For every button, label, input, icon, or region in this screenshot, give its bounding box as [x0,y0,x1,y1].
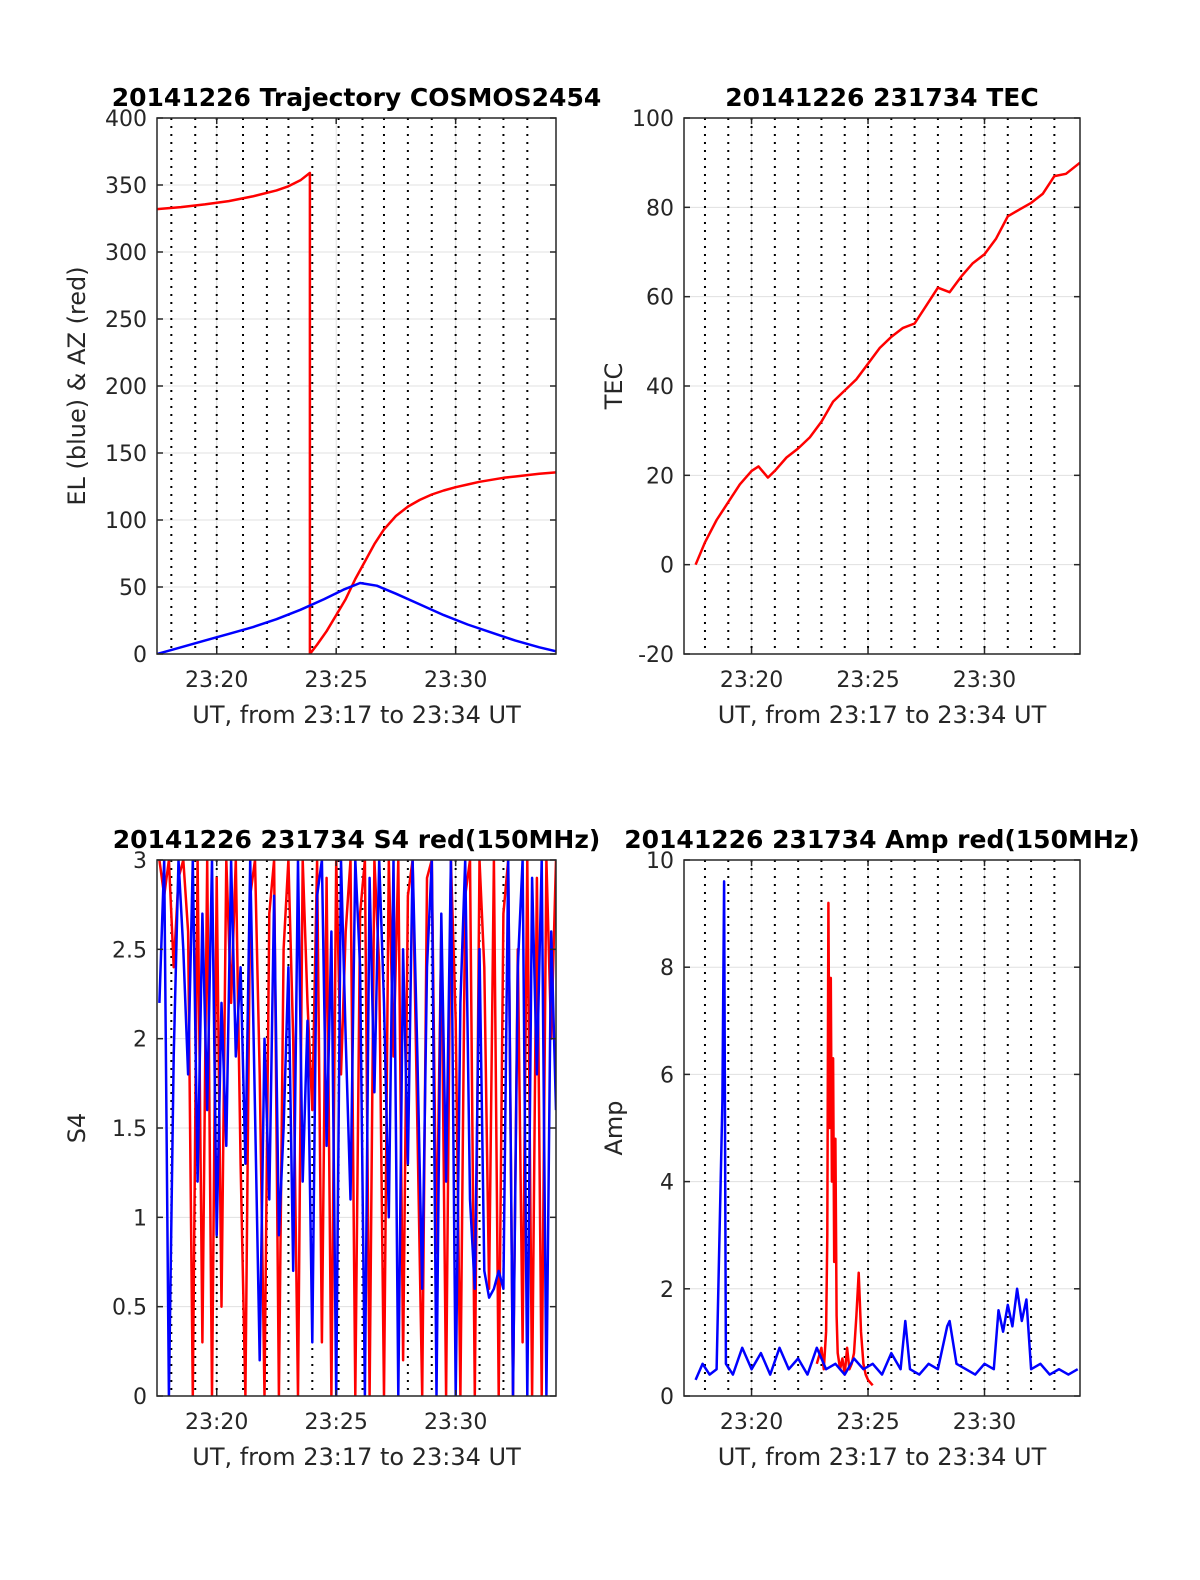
tec-panel: -20 0 20 40 60 80 100 23:20 23:25 23:30 20141226 2… [600,83,1081,729]
trajectory-series-0 [157,171,556,654]
trajectory-y-tick-label-6: 300 [105,241,147,266]
amp-y-tick-label-0: 0 [660,1385,674,1410]
amp-series-1 [694,880,1079,1381]
amp-x-label: UT, from 23:17 to 23:34 UT [718,1443,1047,1471]
s4-y-tick-label-4: 2 [133,1028,147,1053]
s4-y-tick-label-1: 0.5 [112,1296,147,1321]
trajectory-y-tick-label-2: 100 [105,509,147,534]
s4-panel: 0 0.5 1 1.5 2 2.5 3 23:20 23:25 23:30 20141226 231… [63,825,600,1471]
trajectory-y-tick-label-8: 400 [105,107,147,132]
tec-x-tick-label-1: 23:25 [836,668,899,693]
trajectory-series-1 [157,581,556,654]
s4-x-tick-label-0: 23:20 [185,1410,248,1435]
amp-x-tick-label-2: 23:30 [953,1410,1016,1435]
amp-x-tick-label-1: 23:25 [836,1410,899,1435]
amp-y-tick-label-4: 8 [660,956,674,981]
tec-series-0 [694,161,1080,566]
tec-y-tick-label-5: 80 [646,196,674,221]
amp-y-label: Amp [600,1100,628,1155]
s4-series-1 [158,860,556,1396]
tec-x-tick-label-2: 23:30 [953,668,1016,693]
tec-y-tick-label-0: -20 [638,643,674,668]
s4-y-tick-label-2: 1 [133,1206,147,1231]
s4-y-tick-label-0: 0 [133,1385,147,1410]
trajectory-x-tick-label-0: 23:20 [185,668,248,693]
s4-x-label: UT, from 23:17 to 23:34 UT [192,1443,521,1471]
trajectory-y-tick-label-1: 50 [119,576,147,601]
s4-series-0 [158,860,556,1396]
s4-x-tick-label-1: 23:25 [304,1410,367,1435]
tec-y-tick-label-6: 100 [632,107,674,132]
trajectory-y-label: EL (blue) & AZ (red) [63,266,91,505]
tec-y-label: TEC [600,363,628,411]
trajectory-y-tick-label-0: 0 [133,643,147,668]
s4-y-tick-label-5: 2.5 [112,938,147,963]
trajectory-panel: 0 50 100 150 200 250 300 350 400 23:20 23:25 23:30 2… [63,83,601,729]
tec-title: 20141226 231734 TEC [725,83,1038,112]
amp-y-tick-label-5: 10 [646,849,674,874]
s4-title: 20141226 231734 S4 red(150MHz) [113,825,601,854]
tec-y-tick-label-4: 60 [646,286,674,311]
tec-y-tick-label-3: 40 [646,375,674,400]
trajectory-y-tick-label-7: 350 [105,174,147,199]
tec-x-tick-label-0: 23:20 [720,668,783,693]
tec-y-tick-label-2: 20 [646,464,674,489]
amp-title: 20141226 231734 Amp red(150MHz) [624,825,1140,854]
trajectory-y-tick-label-4: 200 [105,375,147,400]
trajectory-title: 20141226 Trajectory COSMOS2454 [112,83,602,112]
trajectory-y-tick-label-5: 250 [105,308,147,333]
s4-y-tick-label-3: 1.5 [112,1117,147,1142]
trajectory-x-tick-label-1: 23:25 [304,668,367,693]
s4-y-tick-label-6: 3 [133,849,147,874]
amp-axes-box [683,859,1081,1397]
trajectory-x-label: UT, from 23:17 to 23:34 UT [192,701,521,729]
amp-x-tick-label-0: 23:20 [720,1410,783,1435]
amp-panel: 0 2 4 6 8 10 23:20 23:25 23:30 20141226 231734 Am… [600,825,1140,1471]
amp-y-tick-label-3: 6 [660,1063,674,1088]
s4-y-label: S4 [63,1113,91,1144]
amp-y-tick-label-2: 4 [660,1171,674,1196]
tec-y-tick-label-1: 0 [660,554,674,579]
amp-series-0 [815,901,874,1387]
amp-y-tick-label-1: 2 [660,1278,674,1303]
trajectory-x-tick-label-2: 23:30 [424,668,487,693]
s4-x-tick-label-2: 23:30 [424,1410,487,1435]
tec-x-label: UT, from 23:17 to 23:34 UT [718,701,1047,729]
trajectory-y-tick-label-3: 150 [105,442,147,467]
